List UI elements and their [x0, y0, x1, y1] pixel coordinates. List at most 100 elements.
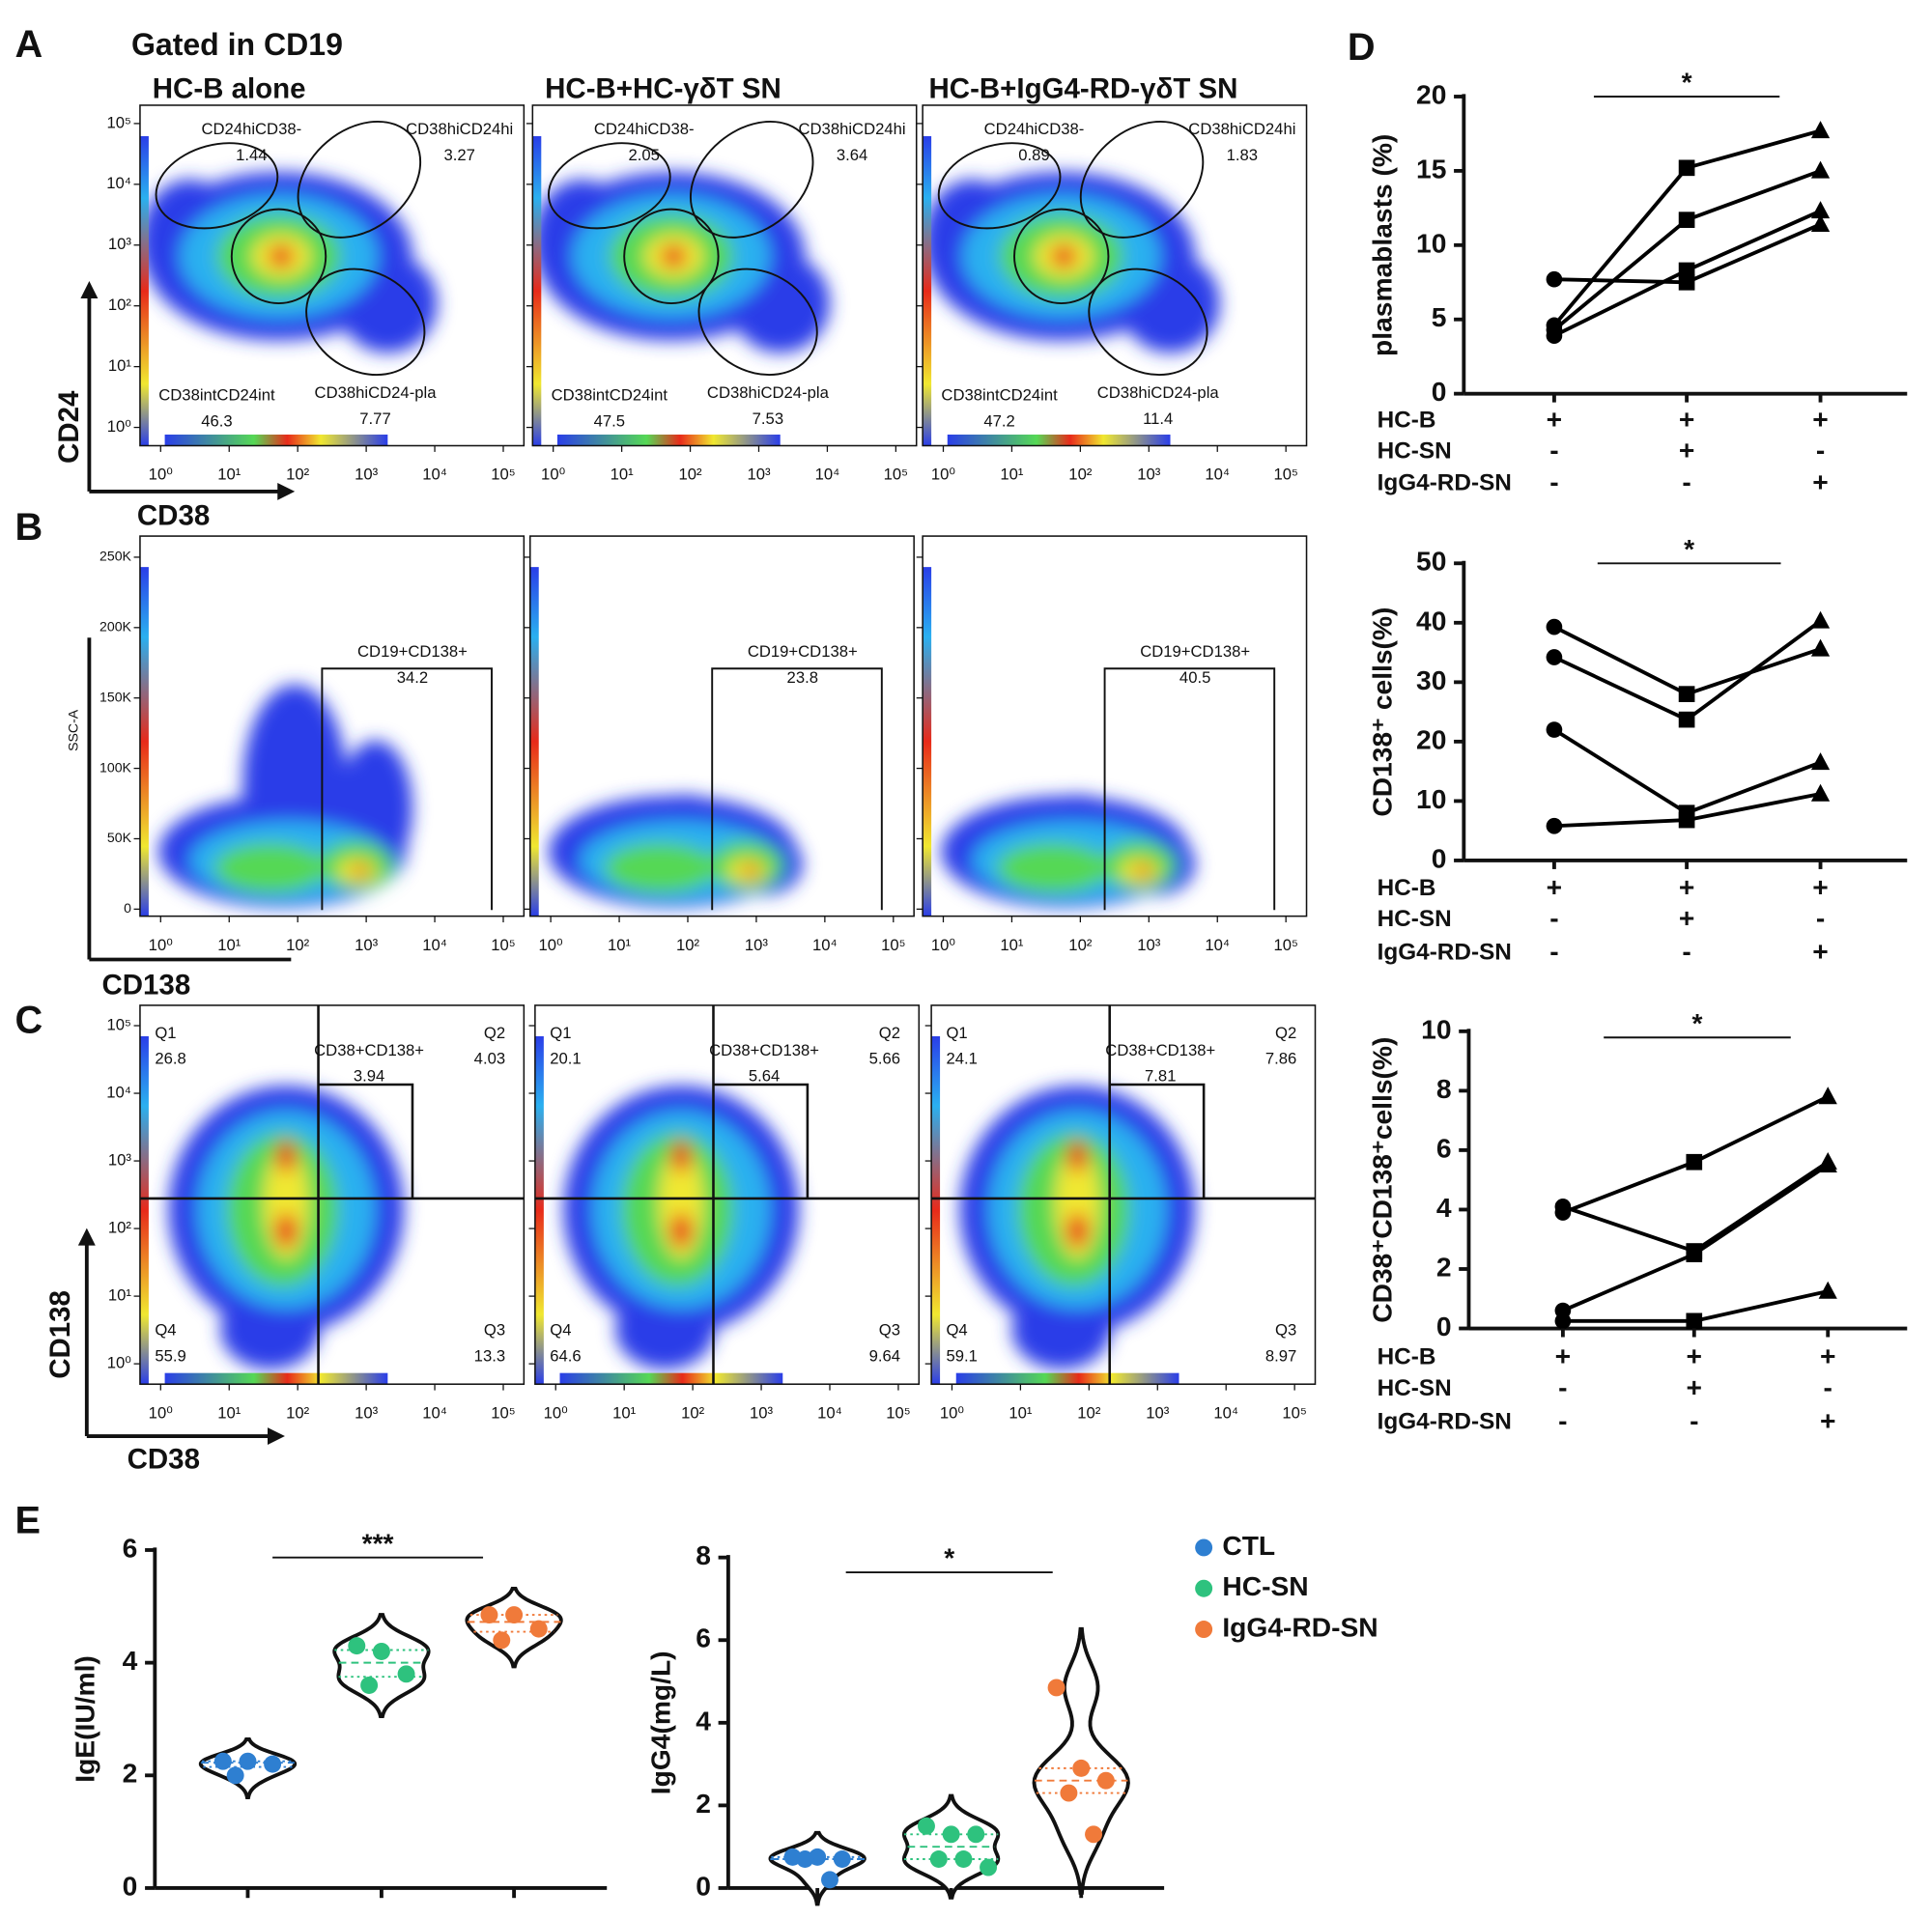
- marker: [1818, 1281, 1837, 1299]
- gate-value: 1.44: [236, 146, 267, 164]
- data-point: [929, 1850, 948, 1868]
- x-tick-label: 10³: [1137, 936, 1161, 954]
- condition-name: IgG4-RD-SN: [1378, 1408, 1512, 1434]
- legend-marker: [1195, 1538, 1213, 1557]
- bottom-events: [955, 1372, 1179, 1385]
- edge-events: [139, 136, 149, 446]
- gate: [321, 667, 493, 911]
- condition-name: HC-SN: [1378, 906, 1452, 932]
- density-plot: [931, 1035, 1196, 1385]
- gate-value: 23.8: [787, 668, 818, 687]
- x-tick-label: 10²: [1068, 936, 1093, 954]
- x-tick-label: 10⁵: [491, 1403, 515, 1422]
- y-tick-label: 6: [1436, 1132, 1452, 1163]
- gate-name: CD38intCD24int: [552, 386, 668, 405]
- gate-name: CD38hiCD24-pla: [315, 383, 438, 402]
- x-tick-label: 10¹: [1000, 466, 1024, 484]
- x-tick-label: 10⁰: [931, 936, 956, 954]
- gate-value: 59.1: [946, 1346, 977, 1365]
- y-tick-label: 10⁵: [107, 1015, 131, 1033]
- density-plot: [534, 1035, 799, 1385]
- gate-name: Q2: [484, 1024, 505, 1042]
- y-axis-label: CD38⁺CD138⁺cells(%): [1367, 1037, 1398, 1323]
- data-point: [1085, 1825, 1103, 1844]
- legend-marker: [1195, 1579, 1213, 1597]
- density: [548, 795, 803, 908]
- gate-value: 2.05: [628, 146, 659, 164]
- condition-name: HC-SN: [1378, 437, 1452, 464]
- bottom-events: [947, 434, 1171, 446]
- x-tick-label: 10³: [747, 466, 771, 484]
- condition-name: IgG4-RD-SN: [1378, 940, 1512, 966]
- gate-name: CD38intCD24int: [941, 386, 1058, 405]
- gate: [230, 208, 327, 305]
- arrow-head: [277, 482, 296, 500]
- y-tick-label: 10: [1421, 1013, 1451, 1044]
- x-tick-label: 10⁴: [1205, 936, 1230, 954]
- x-tick-label: 10¹: [612, 1403, 637, 1422]
- density-plot: [529, 567, 803, 917]
- x-tick-label: 10⁵: [884, 466, 908, 484]
- data-point: [942, 1825, 960, 1844]
- y-tick-label: 0: [123, 1870, 138, 1901]
- condition-sign: +: [1547, 403, 1562, 434]
- x-tick-label: 10⁰: [149, 1403, 174, 1422]
- bottom-events: [164, 1372, 388, 1385]
- x-tick-label: 10²: [681, 1403, 705, 1422]
- condition-sign: +: [1679, 871, 1694, 902]
- gate-value: 9.64: [869, 1346, 900, 1365]
- data-point: [1072, 1759, 1091, 1777]
- marker: [1678, 212, 1695, 229]
- gate-name: CD38intCD24int: [158, 386, 275, 405]
- condition-sign: +: [1679, 434, 1694, 465]
- gate-value: 47.2: [983, 412, 1014, 431]
- marker: [1546, 649, 1563, 665]
- x-tick-label: 10⁵: [886, 1403, 910, 1422]
- x-tick-label: 10⁴: [422, 1403, 447, 1422]
- bottom-events: [556, 434, 781, 446]
- y-tick-label: 20: [1416, 723, 1446, 754]
- marker: [1810, 783, 1831, 802]
- marker: [1810, 214, 1831, 232]
- significance: *: [1682, 67, 1692, 98]
- arrow-head: [77, 1228, 96, 1246]
- density: [563, 1086, 799, 1369]
- x-tick-label: 10³: [1137, 466, 1161, 484]
- density-level: [1065, 1213, 1089, 1249]
- arrow-head: [80, 280, 99, 298]
- density: [959, 1086, 1196, 1369]
- y-tick-label: 0: [696, 1870, 711, 1901]
- condition-name: HC-SN: [1378, 1375, 1452, 1401]
- density: [532, 172, 830, 353]
- axis-label: CD138: [101, 969, 190, 1001]
- density-level: [353, 863, 368, 877]
- x-tick-label: 10⁴: [817, 1403, 842, 1422]
- gate-value: 5.66: [869, 1050, 900, 1068]
- y-tick-label: 0: [1436, 1311, 1452, 1341]
- y-tick-label: 10³: [108, 1150, 132, 1169]
- data-point: [833, 1850, 851, 1868]
- bottom-events: [559, 1372, 783, 1385]
- x-tick-label: 10³: [750, 1403, 774, 1422]
- density-level: [220, 1289, 320, 1369]
- y-tick-label: 10⁴: [106, 174, 131, 192]
- y-tick-label: 10⁰: [107, 417, 132, 436]
- plot-frame: [528, 535, 915, 917]
- gate-value: 11.4: [1143, 409, 1173, 428]
- data-point: [918, 1817, 935, 1835]
- y-tick-label: 5: [1432, 301, 1447, 332]
- x-tick-label: 10³: [355, 1403, 379, 1422]
- density-plot: [139, 1035, 405, 1385]
- density-level: [1067, 1140, 1088, 1172]
- y-tick-label: 4: [123, 1645, 138, 1676]
- x-tick-label: 10⁴: [815, 466, 840, 484]
- edge-events: [532, 136, 542, 446]
- gate-name: Q4: [155, 1320, 176, 1339]
- gate: [1103, 667, 1276, 911]
- data-point: [372, 1643, 390, 1660]
- y-tick-label: 4: [696, 1705, 711, 1736]
- gate-value: 4.03: [474, 1050, 505, 1068]
- gate: [297, 120, 422, 239]
- condition-sign: -: [1558, 1404, 1567, 1435]
